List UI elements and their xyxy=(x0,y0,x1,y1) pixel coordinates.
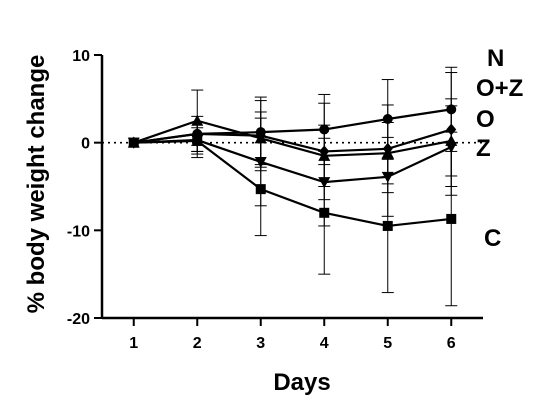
data-point xyxy=(254,132,267,144)
data-point xyxy=(318,149,331,161)
data-point xyxy=(254,156,267,168)
tick-labels: 10 0 -10 -20 1 2 3 4 5 6 xyxy=(67,48,456,352)
data-point xyxy=(446,104,457,115)
x-tick-label: 2 xyxy=(193,335,202,352)
series-label-z: Z xyxy=(476,135,491,162)
series-label-n: N xyxy=(487,45,504,72)
x-tick-label: 3 xyxy=(256,335,265,352)
series-line xyxy=(133,119,452,157)
data-point xyxy=(319,207,330,218)
data-point xyxy=(445,142,458,154)
series-lines xyxy=(133,108,452,228)
data-point xyxy=(255,184,266,195)
data-point xyxy=(382,113,393,124)
series-line xyxy=(133,128,452,153)
data-point xyxy=(192,135,203,146)
x-tick-label: 1 xyxy=(129,335,138,352)
y-axis-label: % body weight change xyxy=(23,55,50,314)
data-point xyxy=(318,177,331,189)
series-label-o-z: O+Z xyxy=(476,75,523,102)
x-tick-label: 6 xyxy=(447,335,456,352)
data-point xyxy=(381,171,394,183)
x-tick-label: 4 xyxy=(320,335,329,352)
y-tick-label: -20 xyxy=(67,311,90,328)
x-tick-label: 5 xyxy=(383,335,392,352)
x-axis-label: Days xyxy=(273,369,330,396)
series-label-o: O xyxy=(476,106,495,133)
y-tick-label: 10 xyxy=(72,48,90,65)
data-point xyxy=(191,114,204,126)
data-point xyxy=(319,124,330,135)
data-point xyxy=(446,213,457,224)
axes xyxy=(94,54,483,326)
data-point xyxy=(382,220,393,231)
series-label-c: C xyxy=(484,225,501,252)
series-labels: N O+Z OZ C xyxy=(476,45,523,252)
data-point xyxy=(446,123,457,136)
data-point xyxy=(381,147,394,159)
y-tick-label: 0 xyxy=(81,136,90,153)
series-line xyxy=(133,139,452,228)
y-tick-label: -10 xyxy=(67,223,90,240)
